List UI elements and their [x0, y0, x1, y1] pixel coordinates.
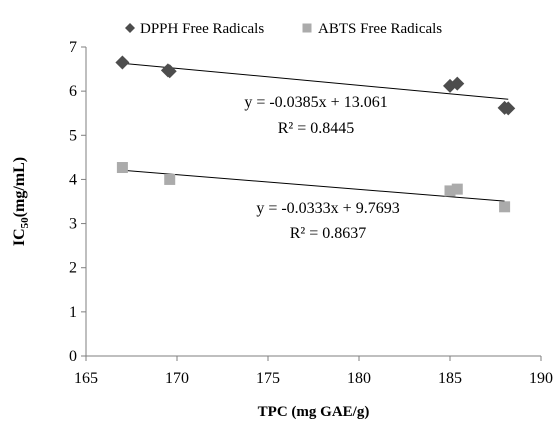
y-tick-label: 0 [69, 348, 77, 365]
y-axis-label-prefix: IC [11, 228, 28, 246]
legend-marker [125, 23, 135, 33]
data-point [164, 173, 176, 185]
data-point [162, 64, 177, 79]
data-point [501, 101, 516, 116]
legend-marker [302, 23, 312, 33]
legend-label: DPPH Free Radicals [140, 21, 264, 37]
data-point [444, 185, 456, 197]
trendline [122, 169, 505, 202]
y-tick-label: 5 [69, 127, 77, 144]
y-tick-label: 7 [69, 39, 77, 56]
x-tick-label: 185 [438, 370, 462, 387]
trendline-equation: y = -0.0333x + 9.7693 [256, 200, 399, 217]
x-tick-label: 180 [347, 370, 371, 387]
x-tick-label: 175 [256, 370, 280, 387]
y-axis-label-suffix: (mg/mL) [11, 157, 28, 217]
y-tick-label: 2 [69, 260, 77, 277]
data-point [451, 183, 463, 195]
y-axis-label: IC50(mg/mL) [11, 157, 31, 246]
trendline-equation: y = -0.0385x + 13.061 [244, 94, 387, 111]
data-points [115, 55, 516, 213]
y-axis-label-subscript: 50 [19, 217, 31, 229]
tick-group: 165 170 175 180 185 190 0 1 2 3 4 5 6 7 [69, 39, 553, 387]
data-point [116, 162, 128, 174]
data-point [450, 76, 465, 91]
y-tick-label: 1 [69, 304, 77, 321]
trendline [122, 62, 509, 100]
annotation-group: y = -0.0385x + 13.061 R² = 0.8445 y = -0.0… [244, 94, 399, 242]
y-tick-label: 4 [69, 171, 77, 188]
x-tick-label: 170 [165, 370, 189, 387]
x-tick-label: 190 [529, 370, 553, 387]
data-point [499, 201, 511, 213]
trendline-group [122, 62, 509, 202]
x-axis-label: TPC (mg GAE/g) [258, 404, 370, 420]
legend: DPPH Free Radicals ABTS Free Radicals [125, 21, 442, 37]
y-tick-label: 3 [69, 216, 77, 233]
legend-label: ABTS Free Radicals [318, 21, 442, 37]
data-point [115, 55, 130, 70]
x-tick-label: 165 [74, 370, 98, 387]
trendline-r2: R² = 0.8637 [290, 225, 367, 242]
axes [85, 47, 541, 357]
y-tick-label: 6 [69, 83, 77, 100]
trendline-r2: R² = 0.8445 [278, 120, 355, 137]
